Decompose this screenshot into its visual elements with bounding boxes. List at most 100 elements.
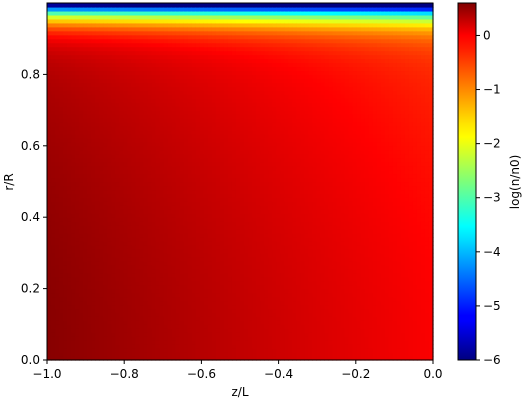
heatmap-cell: [155, 94, 161, 99]
heatmap-cell: [103, 356, 108, 361]
heatmap-cell: [240, 320, 245, 325]
heatmap-cell: [244, 225, 249, 230]
heatmap-cell: [51, 344, 56, 349]
heatmap-cell: [59, 38, 64, 44]
heatmap-cell: [268, 213, 273, 218]
heatmap-cell: [175, 356, 181, 361]
heatmap-cell: [191, 217, 197, 222]
heatmap-cell: [139, 125, 145, 131]
heatmap-cell: [59, 312, 64, 317]
heatmap-cell: [227, 352, 233, 357]
heatmap-cell: [115, 38, 120, 44]
heatmap-cell: [103, 352, 108, 357]
heatmap-cell: [260, 122, 265, 127]
heatmap-cell: [155, 145, 161, 151]
heatmap-cell: [143, 312, 149, 317]
heatmap-cell: [83, 66, 88, 72]
heatmap-cell: [127, 209, 133, 214]
heatmap-cell: [55, 118, 60, 123]
heatmap-cell: [219, 98, 225, 103]
heatmap-cell: [123, 348, 129, 353]
heatmap-cell: [215, 106, 221, 111]
heatmap-cell: [159, 205, 165, 210]
heatmap-cell: [127, 122, 133, 127]
heatmap-cell: [55, 50, 60, 56]
heatmap-cell: [215, 149, 221, 155]
heatmap-cell: [252, 292, 257, 298]
heatmap-cell: [115, 233, 120, 238]
heatmap-cell: [227, 241, 233, 246]
heatmap-cell: [123, 86, 129, 91]
heatmap-cell: [71, 173, 76, 179]
heatmap-cell: [51, 133, 56, 139]
heatmap-cell: [91, 248, 96, 254]
heatmap-cell: [95, 332, 100, 337]
heatmap-cell: [139, 288, 145, 294]
heatmap-cell: [264, 70, 269, 75]
heatmap-cell: [63, 58, 68, 64]
heatmap-cell: [63, 86, 68, 91]
heatmap-cell: [159, 54, 165, 60]
heatmap-cell: [119, 90, 124, 95]
heatmap-cell: [91, 177, 96, 183]
heatmap-cell: [131, 320, 137, 325]
heatmap-cell: [235, 288, 241, 294]
heatmap-cell: [51, 157, 56, 163]
heatmap-cell: [183, 328, 189, 333]
heatmap-cell: [115, 304, 120, 310]
heatmap-cell: [87, 161, 92, 167]
heatmap-cell: [248, 185, 253, 191]
heatmap-cell: [111, 106, 116, 111]
heatmap-cell: [91, 201, 96, 206]
heatmap-cell: [191, 122, 197, 127]
heatmap-cell: [71, 82, 76, 87]
heatmap-cell: [163, 98, 169, 103]
heatmap-cell: [83, 78, 88, 83]
heatmap-cell: [215, 74, 221, 79]
heatmap-cell: [248, 205, 253, 210]
heatmap-cell: [252, 284, 257, 290]
heatmap-cell: [95, 177, 100, 183]
heatmap-cell: [159, 82, 165, 87]
heatmap-cell: [199, 344, 205, 349]
heatmap-cell: [264, 82, 269, 87]
heatmap-cell: [244, 82, 249, 87]
heatmap-cell: [83, 62, 88, 68]
heatmap-cell: [219, 248, 225, 254]
heatmap-cell: [79, 149, 84, 155]
heatmap-cell: [191, 54, 197, 60]
heatmap-cell: [67, 197, 72, 202]
heatmap-cell: [127, 201, 133, 206]
heatmap-cell: [155, 3, 161, 8]
heatmap-cell: [175, 248, 181, 254]
heatmap-cell: [59, 42, 64, 48]
heatmap-cell: [79, 320, 84, 325]
heatmap-cell: [175, 149, 181, 155]
heatmap-cell: [195, 118, 201, 123]
heatmap-cell: [151, 268, 157, 274]
heatmap-cell: [59, 6, 64, 12]
heatmap-cell: [151, 18, 157, 24]
heatmap-cell: [95, 94, 100, 99]
heatmap-cell: [159, 356, 165, 361]
heatmap-cell: [95, 264, 100, 270]
heatmap-cell: [199, 185, 205, 191]
heatmap-cell: [219, 118, 225, 123]
heatmap-cell: [155, 137, 161, 143]
heatmap-cell: [135, 292, 141, 298]
heatmap-cell: [223, 6, 229, 12]
heatmap-cell: [123, 6, 129, 12]
heatmap-cell: [252, 237, 257, 242]
heatmap-cell: [199, 193, 205, 198]
heatmap-cell: [67, 256, 72, 262]
heatmap-cell: [47, 229, 52, 234]
heatmap-cell: [55, 102, 60, 107]
heatmap-cell: [107, 169, 112, 175]
heatmap-cell: [107, 276, 112, 282]
heatmap-cell: [91, 153, 96, 159]
heatmap-cell: [83, 197, 88, 202]
heatmap-cell: [248, 237, 253, 242]
heatmap-cell: [59, 94, 64, 99]
heatmap-cell: [75, 356, 80, 361]
heatmap-cell: [179, 276, 185, 282]
